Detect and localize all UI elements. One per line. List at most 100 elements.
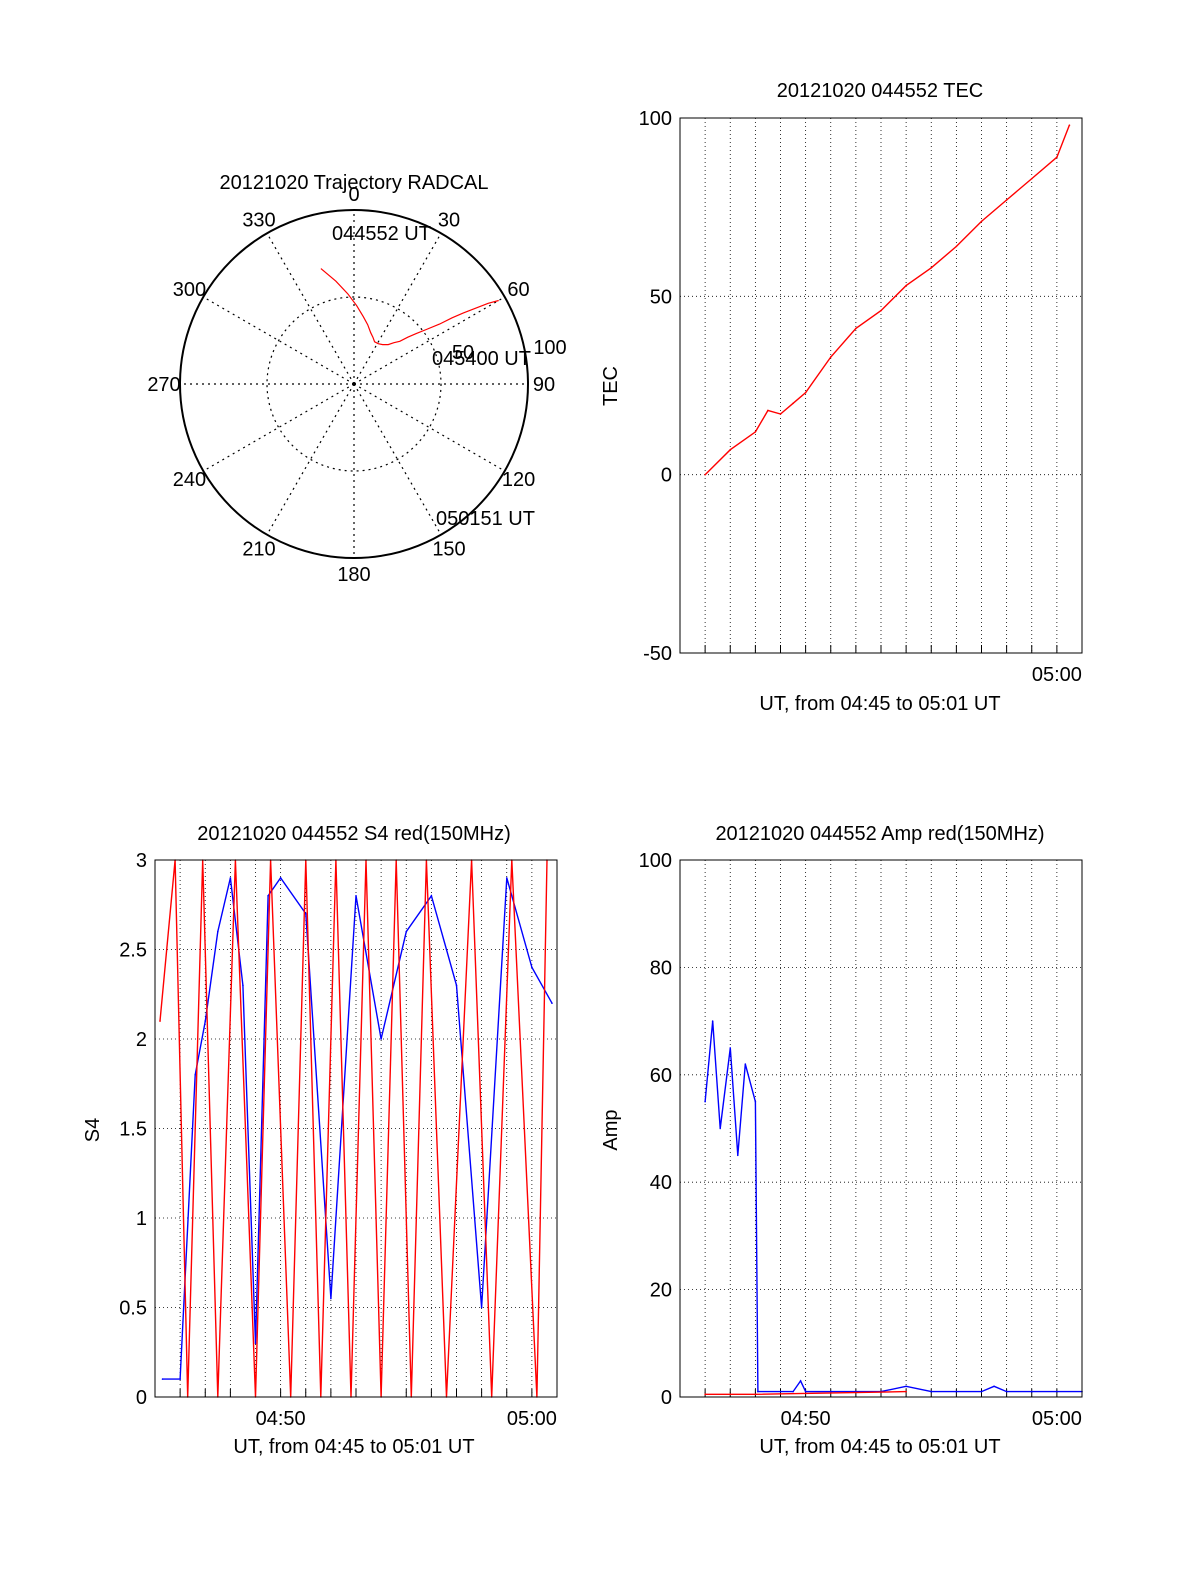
data-point (754, 1100, 757, 1103)
data-point (905, 1385, 907, 1388)
series-line (704, 1021, 1082, 1393)
polar-angle-label: 120 (502, 469, 535, 491)
y-tick-label: 100 (639, 108, 672, 130)
data-point (480, 1306, 483, 1309)
data-point (930, 1390, 933, 1393)
y-tick-label: 1.5 (119, 1119, 147, 1141)
y-tick-label: 1 (136, 1208, 147, 1230)
amp-tick-labels: 0 20 40 60 80 100 04:50 05:00 (639, 850, 1082, 1430)
mid-time-annotation: 045400 UT (432, 348, 531, 370)
data-point (744, 1063, 747, 1065)
data-point (829, 356, 832, 358)
data-point (704, 1393, 706, 1396)
polar-angle-label: 0 (348, 184, 359, 206)
data-point (792, 1390, 794, 1393)
data-point (729, 1393, 732, 1396)
polar-spoke (353, 383, 442, 535)
data-point (930, 267, 933, 269)
amp-xlabel: UT, from 04:45 to 05:01 UT (759, 1436, 1000, 1458)
polar-grid (179, 209, 529, 559)
data-point (551, 1002, 553, 1004)
polar-inner-circle (266, 296, 442, 472)
data-point (799, 1380, 802, 1382)
data-point (955, 1390, 958, 1393)
data-point (229, 877, 232, 879)
data-point (729, 448, 732, 451)
polar-spoke (353, 233, 442, 385)
data-point (779, 1390, 782, 1393)
start-time-annotation: 044552 UT (332, 223, 431, 245)
trajectory-track (320, 268, 499, 346)
data-point (279, 877, 282, 879)
y-tick-label: 80 (650, 957, 672, 979)
data-point (711, 1020, 714, 1022)
polar-outer-circle (179, 209, 529, 559)
series-line (159, 859, 548, 1398)
data-point (804, 1390, 807, 1393)
y-tick-label: 50 (650, 286, 672, 308)
polar-angle-label: 300 (173, 279, 206, 301)
polar-angle-label: 60 (507, 279, 529, 301)
y-tick-label: 2.5 (119, 940, 147, 962)
polar-angle-label: 330 (242, 209, 275, 231)
tec-axes-frame (679, 117, 1083, 654)
data-point (804, 391, 807, 394)
s4-ylabel: S4 (82, 1118, 104, 1142)
polar-spoke (353, 296, 505, 385)
polar-spoke (266, 233, 355, 385)
tec-series (704, 124, 1071, 476)
end-time-annotation: 050151 UT (436, 508, 535, 530)
polar-title: 20121020 Trajectory RADCAL (219, 172, 488, 194)
polar-angle-label: 90 (533, 374, 555, 396)
y-tick-label: 20 (650, 1280, 672, 1302)
data-point (405, 930, 408, 933)
polar-angle-label: 270 (147, 374, 180, 396)
data-point (380, 1038, 382, 1040)
data-point (1005, 199, 1008, 201)
data-point (719, 1127, 721, 1130)
data-point (531, 966, 533, 969)
y-tick-label: 0 (661, 465, 672, 487)
data-point (455, 984, 458, 987)
x-tick-label: 04:50 (781, 1408, 831, 1430)
data-point (242, 984, 244, 987)
data-point (767, 409, 769, 412)
data-point (905, 284, 907, 287)
tec-xlabel: UT, from 04:45 to 05:01 UT (759, 693, 1000, 715)
data-point (330, 1297, 332, 1300)
polar-spoke (353, 383, 505, 472)
y-tick-label: 0 (661, 1387, 672, 1409)
data-point (1005, 1390, 1008, 1393)
data-point (1056, 156, 1058, 159)
x-tick-label: 05:00 (1032, 664, 1082, 686)
data-point (267, 895, 269, 897)
amp-ylabel: Amp (600, 1109, 622, 1150)
data-point (355, 895, 357, 897)
trajectory-polar-chart: 20121020 Trajectory RADCAL 0 30 60 90 120 150… (147, 172, 566, 586)
data-point (204, 1020, 207, 1022)
data-point (792, 402, 794, 405)
x-tick-label: 05:00 (507, 1408, 557, 1430)
tec-grid (679, 117, 1083, 654)
s4-xlabel: UT, from 04:45 to 05:01 UT (233, 1436, 474, 1458)
s4-title: 20121020 044552 S4 red(150MHz) (197, 823, 511, 845)
y-tick-label: 60 (650, 1065, 672, 1087)
series-line (704, 124, 1071, 476)
data-point (161, 1378, 164, 1380)
data-point (905, 1390, 907, 1393)
data-point (217, 930, 219, 933)
data-point (1030, 1390, 1033, 1393)
data-point (993, 1385, 995, 1388)
y-tick-label: 0 (136, 1387, 147, 1409)
data-point (194, 1074, 196, 1076)
s4-axes-frame (154, 859, 558, 1398)
data-point (829, 1390, 832, 1393)
tec-title: 20121020 044552 TEC (777, 80, 983, 102)
polar-spoke (203, 296, 355, 385)
polar-radius-label: 50 (452, 342, 474, 364)
polar-angle-labels: 0 30 60 90 120 150 180 210 240 270 300 330 (147, 184, 555, 586)
data-point (754, 431, 757, 433)
data-point (855, 327, 857, 330)
data-point (955, 245, 958, 248)
